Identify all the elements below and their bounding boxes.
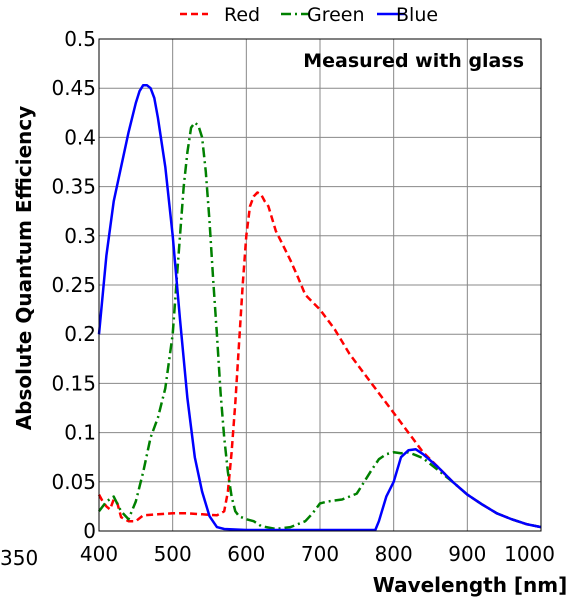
series-line-blue: [97, 83, 542, 532]
stray-tick-label: 350: [0, 546, 38, 570]
y-tick-label: 0: [83, 519, 96, 543]
x-tick-label: 1000: [504, 542, 555, 566]
plot-frame: [98, 38, 542, 532]
legend-label-green: Green: [307, 4, 365, 26]
y-tick-label: 0.4: [64, 125, 96, 149]
x-tick-label: 700: [301, 542, 339, 566]
series-lines: [97, 83, 542, 532]
chart-annotation: Measured with glass: [303, 50, 524, 72]
y-axis-title: Absolute Quantum Efficiency: [12, 106, 36, 431]
series-line-green: [98, 121, 542, 531]
y-tick-label: 0.3: [64, 224, 96, 248]
legend: Red Green Blue: [180, 4, 438, 26]
grid-lines: [98, 38, 542, 532]
y-tick-label: 0.45: [51, 76, 96, 100]
y-tick-label: 0.2: [64, 322, 96, 346]
y-tick-label: 0.05: [51, 470, 96, 494]
legend-label-blue: Blue: [396, 4, 438, 26]
x-tick-label: 800: [375, 542, 413, 566]
y-tick-labels: 0 0.05 0.1 0.15 0.2 0.25 0.3 0.35 0.4 0.45 0.5: [51, 27, 96, 543]
y-tick-label: 0.1: [64, 421, 96, 445]
y-tick-label: 0.25: [51, 273, 96, 297]
y-tick-label: 0.15: [51, 371, 96, 395]
x-tick-labels: 400 500 600 700 800 900 1000: [80, 542, 555, 566]
y-tick-label: 0.5: [64, 27, 96, 51]
y-tick-label: 0.35: [51, 175, 96, 199]
x-tick-label: 900: [448, 542, 486, 566]
legend-label-red: Red: [224, 4, 260, 26]
x-axis-title: Wavelength [nm]: [373, 573, 568, 597]
x-tick-label: 500: [154, 542, 192, 566]
series-line-red: [97, 191, 542, 529]
x-tick-label: 400: [80, 542, 118, 566]
x-tick-label: 600: [227, 542, 265, 566]
